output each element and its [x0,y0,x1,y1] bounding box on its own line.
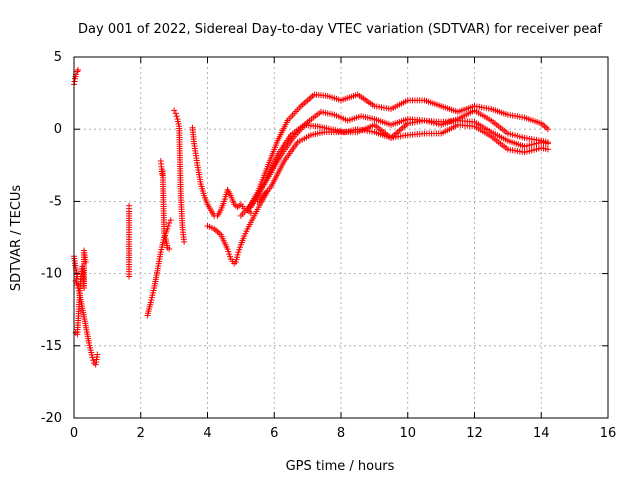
x-tick-label: 4 [203,426,211,441]
y-axis-label: SDTVAR / TECUs [9,185,24,292]
y-tick-label: 0 [54,122,62,137]
data-points [71,66,551,368]
y-tick-label: -10 [41,267,62,282]
x-tick-label: 6 [270,426,278,441]
data-point [544,140,551,147]
x-tick-label: 8 [337,426,345,441]
y-tick-label: -15 [41,339,62,354]
x-tick-label: 10 [399,426,416,441]
data-point [165,222,172,229]
data-point [225,248,232,255]
y-tick-label: -5 [49,194,62,209]
x-tick-label: 16 [600,426,617,441]
data-point [237,244,244,251]
data-point [161,233,168,240]
data-point [82,259,89,266]
data-point [181,238,188,245]
x-axis-label: GPS time / hours [286,459,395,474]
x-tick-label: 12 [466,426,483,441]
x-tick-label: 2 [137,426,145,441]
data-point [172,110,179,117]
axis-ticks: 0 2 4 6 8 10 12 14 16 5 0 -5 -10 -15 -20 [41,50,617,441]
y-tick-label: 5 [54,50,62,65]
data-point [75,66,82,73]
x-tick-label: 14 [533,426,550,441]
data-point [126,273,133,280]
data-point [247,209,254,216]
data-point [544,126,551,133]
data-point [74,68,81,75]
chart-title: Day 001 of 2022, Sidereal Day-to-day VTE… [78,22,602,37]
data-point [544,146,551,153]
data-point [71,78,78,85]
y-tick-label: -20 [41,411,62,426]
data-point [224,246,231,253]
data-point [74,282,81,289]
data-point [235,249,242,256]
data-point [161,230,168,237]
data-point [167,217,174,224]
data-point [226,251,233,258]
data-point [227,253,234,260]
data-point [236,246,243,253]
grid-lines [74,57,608,418]
data-point [234,251,241,258]
data-point [166,246,173,253]
x-tick-label: 0 [70,426,78,441]
data-point [173,113,180,120]
data-point [94,351,101,358]
